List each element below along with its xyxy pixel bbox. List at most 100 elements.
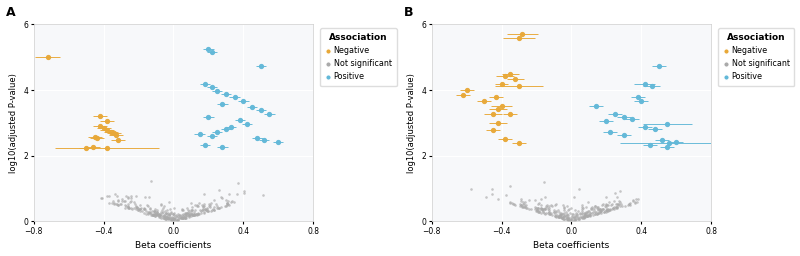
Point <box>606 206 619 210</box>
Point <box>578 215 591 219</box>
Point <box>149 207 162 211</box>
Point <box>214 195 227 199</box>
Point <box>531 206 544 210</box>
Point <box>200 208 213 212</box>
Point <box>544 211 557 215</box>
Point <box>603 200 616 205</box>
Point <box>170 215 183 219</box>
Point <box>128 202 141 206</box>
Point <box>165 218 178 222</box>
Point <box>189 203 202 207</box>
Point <box>102 194 115 198</box>
Point <box>198 202 210 206</box>
Point <box>573 217 586 221</box>
Point <box>593 211 606 215</box>
Point <box>571 216 584 220</box>
Point <box>582 200 594 204</box>
Point <box>570 214 582 218</box>
Point <box>120 205 133 209</box>
Point <box>173 216 186 220</box>
Point <box>169 216 182 220</box>
Point <box>155 203 168 207</box>
Point <box>182 211 195 215</box>
Point <box>191 204 204 208</box>
Point <box>144 211 157 216</box>
Point <box>614 189 626 193</box>
Point <box>557 217 570 221</box>
Point <box>555 216 568 220</box>
Point <box>136 209 149 213</box>
Point <box>562 217 574 221</box>
Point <box>159 215 172 219</box>
Point <box>162 217 174 221</box>
Point <box>588 208 601 212</box>
Point <box>156 211 169 215</box>
Point <box>530 208 543 212</box>
Point <box>537 209 550 213</box>
Point <box>194 208 206 212</box>
Point <box>589 209 602 214</box>
Point <box>602 203 614 207</box>
Point <box>148 209 161 213</box>
Point <box>578 213 591 217</box>
Point <box>572 209 585 213</box>
Point <box>172 218 185 222</box>
Point <box>180 211 193 215</box>
Point <box>558 206 571 210</box>
Point <box>533 210 546 214</box>
Point <box>185 212 198 216</box>
Point <box>554 214 567 218</box>
Point <box>164 207 177 211</box>
Point <box>611 204 624 208</box>
Point <box>566 214 578 218</box>
Point <box>558 214 570 218</box>
Point <box>592 211 605 216</box>
Point <box>188 213 201 217</box>
Point <box>163 217 176 221</box>
Point <box>559 213 572 217</box>
Point <box>122 205 134 209</box>
Point <box>594 209 607 213</box>
Point <box>179 212 192 216</box>
Point <box>556 212 569 216</box>
Point <box>532 206 545 210</box>
Point <box>184 211 197 216</box>
Point <box>518 204 531 208</box>
Point <box>514 202 526 206</box>
Point <box>561 216 574 220</box>
Point <box>615 204 628 208</box>
Point <box>563 218 576 222</box>
Point <box>220 201 233 205</box>
Point <box>513 204 526 208</box>
Point <box>610 206 622 210</box>
Point <box>628 201 641 206</box>
Point <box>157 209 170 214</box>
Point <box>599 210 612 214</box>
Point <box>155 216 168 220</box>
Point <box>177 211 190 216</box>
Point <box>578 214 590 218</box>
Point <box>594 210 606 214</box>
Point <box>132 208 145 212</box>
Point <box>538 180 551 184</box>
Point <box>195 208 208 212</box>
Point <box>582 214 594 218</box>
Point <box>581 210 594 215</box>
Point <box>610 205 623 209</box>
Y-axis label: log10(adjusted P-value): log10(adjusted P-value) <box>9 73 18 173</box>
Point <box>558 211 570 215</box>
Point <box>570 213 583 217</box>
Point <box>578 211 591 215</box>
Point <box>212 206 225 210</box>
Point <box>178 212 191 216</box>
Point <box>551 215 564 219</box>
Point <box>160 217 173 221</box>
Point <box>125 198 138 202</box>
Point <box>581 214 594 218</box>
Point <box>549 212 562 216</box>
Point <box>582 213 595 217</box>
Point <box>222 203 235 207</box>
Point <box>192 211 205 216</box>
Point <box>566 211 579 216</box>
Point <box>141 211 154 215</box>
